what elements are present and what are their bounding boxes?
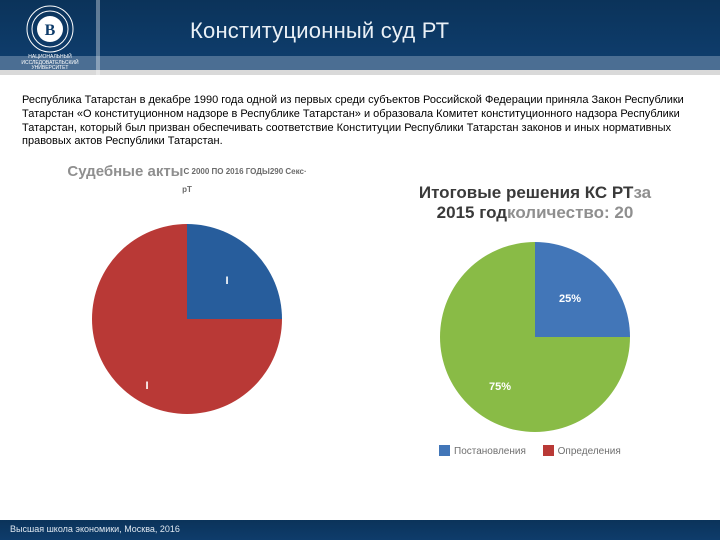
chart-right-title-1b: за — [633, 183, 651, 202]
chart-left-title-tail: С 2000 ПО 2016 ГОДЫ290 Секс· — [184, 167, 307, 176]
body-paragraph: Республика Татарстан в декабре 1990 года… — [22, 94, 698, 149]
chart-left-title-main: Судебные акты — [67, 163, 183, 180]
legend-label-0: Постановления — [454, 446, 526, 457]
chart-right-title-2a: 2015 год — [437, 203, 507, 222]
hse-logo-icon: В — [25, 4, 75, 54]
legend: Постановления Определения — [425, 445, 621, 457]
logo-caption: НАЦИОНАЛЬНЫЙ ИССЛЕДОВАТЕЛЬСКИЙ УНИВЕРСИТ… — [10, 55, 90, 72]
pie-chart-right: 25% 75% — [400, 232, 670, 442]
chart-left-title: Судебные актыС 2000 ПО 2016 ГОДЫ290 Секс… — [22, 163, 352, 199]
pie-slice — [187, 224, 282, 319]
chart-left-title-sub: рТ — [182, 185, 192, 194]
header-separator — [96, 0, 100, 78]
svg-text:В: В — [45, 22, 56, 39]
legend-swatch-0 — [439, 445, 450, 456]
chart-right-title-1a: Итоговые решения КС РТ — [419, 183, 634, 202]
page-title: Конституционный суд РТ — [190, 18, 449, 44]
slide-header: В НАЦИОНАЛЬНЫЙ ИССЛЕДОВАТЕЛЬСКИЙ УНИВЕРС… — [0, 0, 720, 78]
chart-right-title-2b: количество: 20 — [507, 203, 633, 222]
chart-right-title: Итоговые решения КС РТза 2015 годколичес… — [370, 183, 700, 224]
legend-swatch-1 — [543, 445, 554, 456]
header-band-mid — [0, 56, 720, 70]
logo-block: В НАЦИОНАЛЬНЫЙ ИССЛЕДОВАТЕЛЬСКИЙ УНИВЕРС… — [10, 4, 90, 72]
chart-left: Судебные актыС 2000 ПО 2016 ГОДЫ290 Секс… — [22, 163, 352, 429]
pie-slice — [535, 242, 630, 337]
pie-slice-label: 75% — [489, 381, 511, 393]
pie-chart-left: II — [52, 209, 322, 429]
chart-right: Итоговые решения КС РТза 2015 годколичес… — [370, 183, 700, 442]
legend-label-1: Определения — [558, 446, 621, 457]
pie-slice-label: I — [225, 275, 228, 287]
pie-slice-label: 25% — [559, 293, 581, 305]
slide-footer: Высшая школа экономики, Москва, 2016 — [0, 520, 720, 540]
slide: { "header": { "title": "Конституционный … — [0, 0, 720, 540]
pie-slice-label: I — [145, 380, 148, 392]
header-band-lite — [0, 70, 720, 75]
